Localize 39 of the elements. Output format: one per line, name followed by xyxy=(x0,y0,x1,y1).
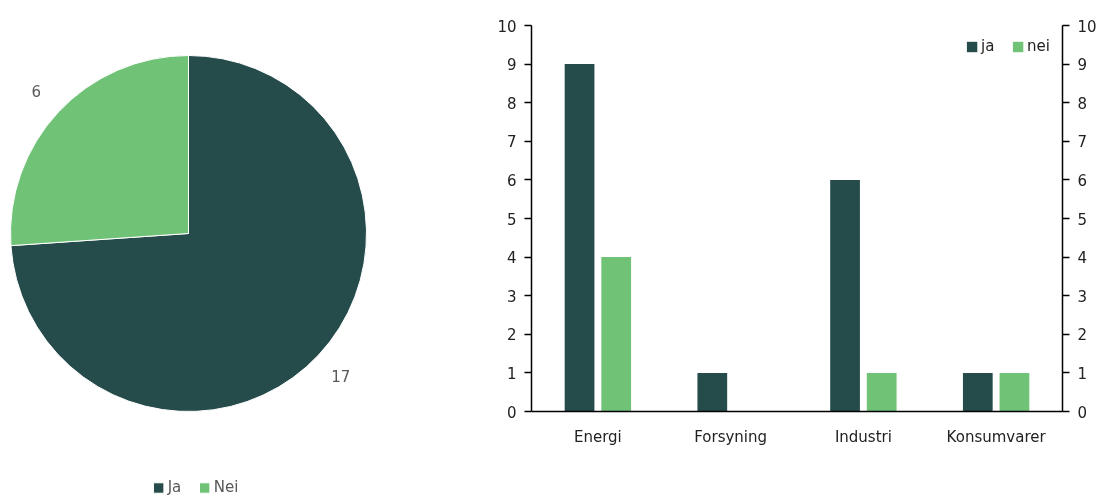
bar xyxy=(830,179,860,412)
y-tick-label: 2 xyxy=(506,326,517,345)
y2-tick-label: 9 xyxy=(1077,56,1088,75)
bar xyxy=(697,372,728,412)
y-tick-label: 3 xyxy=(506,287,517,306)
x-tick-label: Industri xyxy=(834,427,892,446)
y-tick-label: 8 xyxy=(506,94,517,113)
legend-label: Nei xyxy=(213,478,239,496)
y2-tick-label: 4 xyxy=(1077,249,1088,268)
bar xyxy=(999,372,1030,412)
y2-tick-label: 3 xyxy=(1077,287,1088,306)
legend-label: ja xyxy=(981,37,996,55)
legend-label: nei xyxy=(1027,37,1050,55)
bar xyxy=(564,64,595,412)
y2-tick-label: 2 xyxy=(1077,326,1088,345)
legend-label: Ja xyxy=(167,478,183,496)
y2-tick-label: 8 xyxy=(1077,94,1088,113)
y2-tick-label: 6 xyxy=(1077,171,1088,190)
data-label: 17 xyxy=(331,367,351,386)
y2-tick-label: 1 xyxy=(1077,364,1088,383)
y-tick-label: 6 xyxy=(506,171,517,190)
y-tick-label: 0 xyxy=(506,403,517,422)
x-tick-label: Energi xyxy=(573,427,622,446)
y-tick-label: 7 xyxy=(506,133,517,152)
bar xyxy=(962,372,993,412)
y2-tick-label: 5 xyxy=(1077,210,1088,229)
y-tick-label: 9 xyxy=(506,56,517,75)
bar xyxy=(601,257,632,412)
x-tick-label: Konsumvarer xyxy=(946,427,1047,446)
y2-tick-label: 0 xyxy=(1077,403,1088,422)
y-tick-label: 4 xyxy=(506,249,517,268)
y-tick-label: 10 xyxy=(497,17,517,36)
y2-tick-label: 10 xyxy=(1077,17,1097,36)
y2-tick-label: 7 xyxy=(1077,133,1088,152)
bar xyxy=(866,372,897,412)
y-tick-label: 5 xyxy=(506,210,517,229)
y-tick-label: 1 xyxy=(506,364,517,383)
x-tick-label: Forsyning xyxy=(694,427,768,446)
data-label: 6 xyxy=(31,83,42,102)
